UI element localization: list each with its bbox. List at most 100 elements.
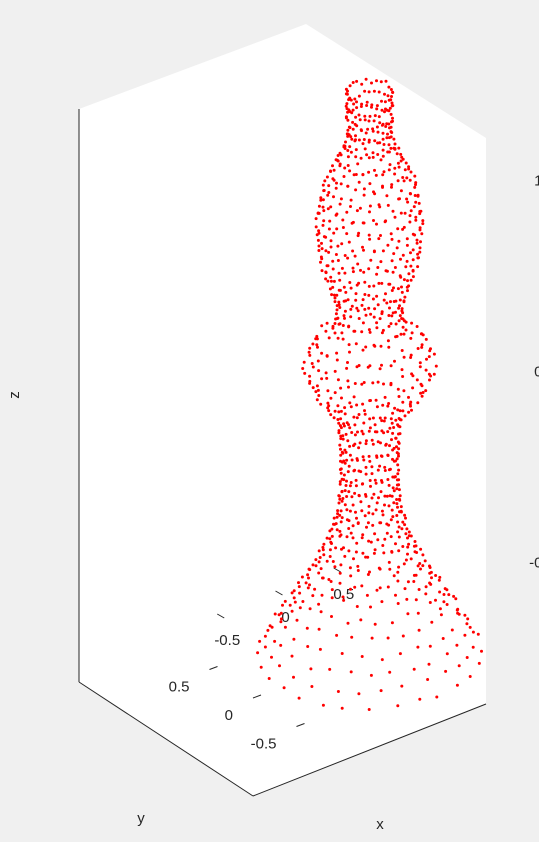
data-point (386, 203, 390, 207)
data-point (380, 419, 384, 423)
data-point (317, 602, 321, 606)
data-point (283, 625, 287, 629)
data-point (381, 131, 385, 135)
data-point (371, 442, 375, 446)
data-point (348, 401, 352, 405)
x-axis: -0.5 0 0.5 x (214, 567, 487, 833)
data-point (303, 371, 307, 375)
data-point (308, 346, 312, 350)
data-point (405, 197, 409, 201)
data-point (398, 494, 402, 498)
data-point (384, 442, 388, 446)
data-point (437, 578, 441, 582)
data-point (336, 244, 340, 248)
data-point (390, 621, 394, 625)
data-point (306, 586, 310, 590)
data-point (347, 325, 351, 329)
data-point (322, 235, 326, 239)
data-point (411, 258, 415, 262)
data-point (317, 249, 321, 252)
data-point (367, 539, 371, 543)
data-point (345, 518, 349, 522)
data-point (396, 440, 400, 444)
data-point (404, 532, 408, 536)
data-point (455, 683, 459, 687)
data-point (397, 417, 401, 420)
data-point (360, 536, 364, 540)
data-point (367, 156, 371, 160)
data-point (438, 607, 442, 611)
data-point (326, 406, 330, 410)
data-point (385, 136, 389, 140)
data-point (405, 285, 409, 289)
data-point (420, 232, 424, 236)
data-point (409, 356, 413, 359)
data-point (328, 555, 332, 558)
data-point (372, 219, 375, 222)
data-point (349, 307, 353, 311)
data-point (325, 376, 329, 380)
data-point (325, 559, 329, 563)
data-point (308, 374, 312, 378)
data-point (378, 586, 382, 590)
data-point (404, 558, 408, 562)
data-point (375, 104, 379, 108)
data-point (394, 593, 397, 597)
data-point (338, 571, 342, 575)
data-point (352, 173, 356, 177)
data-point (409, 251, 412, 255)
data-point (336, 512, 340, 516)
data-point (396, 570, 400, 574)
data-point (327, 409, 331, 413)
data-point (376, 266, 380, 269)
data-point (388, 126, 391, 130)
data-point (419, 382, 423, 386)
data-point (404, 328, 408, 332)
data-point (397, 146, 401, 150)
data-point (328, 529, 332, 533)
data-point (364, 345, 368, 349)
data-point (355, 209, 359, 213)
data-point (385, 301, 389, 305)
data-point (401, 520, 405, 524)
data-point (347, 108, 351, 112)
data-point (434, 598, 437, 602)
data-point (353, 254, 357, 258)
data-point (414, 215, 418, 219)
data-point (384, 219, 388, 223)
data-point (390, 95, 393, 98)
data-point (365, 100, 369, 104)
data-point (394, 335, 398, 339)
data-point (376, 538, 380, 542)
data-point (332, 416, 336, 420)
data-point (418, 361, 422, 365)
data-point (392, 489, 396, 493)
data-point (407, 410, 411, 414)
data-point (353, 329, 357, 333)
data-point (322, 542, 326, 546)
data-point (346, 155, 350, 159)
data-point (338, 468, 342, 471)
data-point (396, 505, 399, 509)
data-point (323, 179, 327, 183)
data-point (347, 423, 350, 427)
plot-box (79, 24, 486, 796)
data-point (327, 184, 331, 188)
data-point (369, 540, 373, 544)
data-point (344, 87, 348, 91)
data-point (365, 104, 369, 107)
data-point (295, 618, 299, 622)
data-point (342, 546, 345, 550)
data-point (359, 156, 363, 160)
data-point (317, 549, 321, 553)
data-point (304, 581, 308, 585)
data-point (317, 560, 321, 564)
data-point (402, 299, 406, 303)
data-point (339, 182, 343, 186)
data-point (362, 193, 366, 197)
data-point (398, 304, 401, 308)
data-point (371, 512, 375, 516)
data-point (373, 307, 377, 311)
data-point (367, 328, 371, 332)
